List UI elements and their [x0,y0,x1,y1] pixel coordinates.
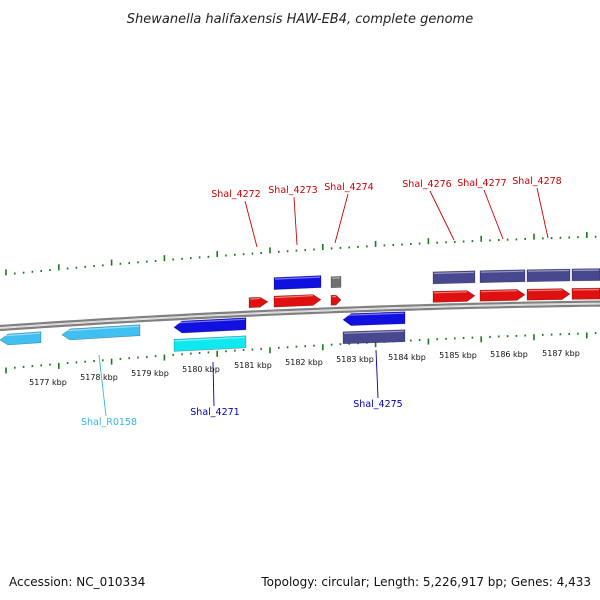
leader-line [429,190,455,241]
kbp-tick-label: 5182 kbp [285,358,323,367]
gene-block [342,329,406,345]
label-leader-lines [98,187,549,417]
top-tick-track [5,232,597,276]
backbone-rail-core [0,303,600,329]
gene-label: Shal_4278 [512,176,561,187]
backbone-rail-inner [0,304,600,332]
kbp-tick-labels: 5177 kbp 5178 kbp 5179 kbp 5180 kbp 5181 kbp… [29,349,580,387]
kbp-tick-label: 5181 kbp [234,361,272,370]
gene-highlight [527,289,563,292]
gene-arrow [248,296,269,309]
gene-block [571,268,600,282]
gene-label: Shal_4275 [353,399,402,410]
bottom-tick-track [5,332,597,374]
leader-line [98,354,107,417]
gene-highlight [174,318,246,324]
gene-label: Shal_4274 [324,182,373,193]
gene-block [571,287,600,300]
gene-highlight [62,325,140,332]
leader-line [334,193,349,244]
gene-arrow [273,294,322,308]
leader-line [375,349,379,399]
gene-arrow [0,331,42,346]
kbp-tick-label: 5179 kbp [131,369,169,378]
kbp-tick-label: 5177 kbp [29,378,67,387]
gene-arrow [330,294,342,306]
gene-block [330,276,342,289]
gene-block [273,275,322,290]
map-title: Shewanella halifaxensis HAW-EB4, complet… [127,12,473,27]
genome-backbone [0,300,600,332]
gene-label: Shal_4276 [402,179,451,190]
kbp-tick-label: 5187 kbp [542,349,580,358]
gene-arrow [342,311,406,326]
accession-text: Accession: NC_010334 [9,575,145,589]
gene-highlight [433,271,475,274]
gene-highlight [480,270,525,273]
gene-arrow [432,290,476,303]
leader-line [212,361,215,407]
gene-highlight [274,276,321,280]
kbp-tick-label: 5180 kbp [182,365,220,374]
gene-block [173,335,247,352]
gene-highlight [527,269,570,272]
gene-highlight [174,336,246,342]
gene-highlight [343,330,405,334]
kbp-tick-label: 5186 kbp [490,350,528,359]
gene-arrow [526,288,571,301]
gene-highlight [433,291,468,294]
genome-summary-text: Topology: circular; Length: 5,226,917 bp… [260,575,591,589]
gene-block [432,270,476,285]
gene-highlight [480,290,518,293]
leader-line [536,187,549,239]
kbp-tick-label: 5183 kbp [336,355,374,364]
gene-labels: Shal_4272 Shal_4273 Shal_4274 Shal_4276 Shal… [81,176,562,428]
backbone-rail-outer [0,300,600,328]
gene-highlight [343,312,405,316]
gene-block [479,269,526,284]
gene-label: Shal_4273 [268,185,317,196]
leader-line [483,189,504,240]
kbp-tick-label: 5178 kbp [80,373,118,382]
gene-label: Shal_4277 [457,178,506,189]
gene-highlight [249,297,261,300]
gene-arrow [479,289,526,302]
gene-track [0,268,600,352]
gene-label: Shal_R0158 [81,417,137,428]
gene-label: Shal_4271 [190,407,239,418]
leader-line [244,200,258,248]
kbp-tick-label: 5185 kbp [439,351,477,360]
gene-block [526,268,571,283]
leader-line [293,196,298,246]
gene-arrow [61,324,141,341]
kbp-tick-label: 5184 kbp [388,353,426,362]
gene-highlight [0,332,41,337]
gene-highlight [274,295,314,299]
gene-arrow [173,317,247,334]
gene-label: Shal_4272 [211,189,260,200]
